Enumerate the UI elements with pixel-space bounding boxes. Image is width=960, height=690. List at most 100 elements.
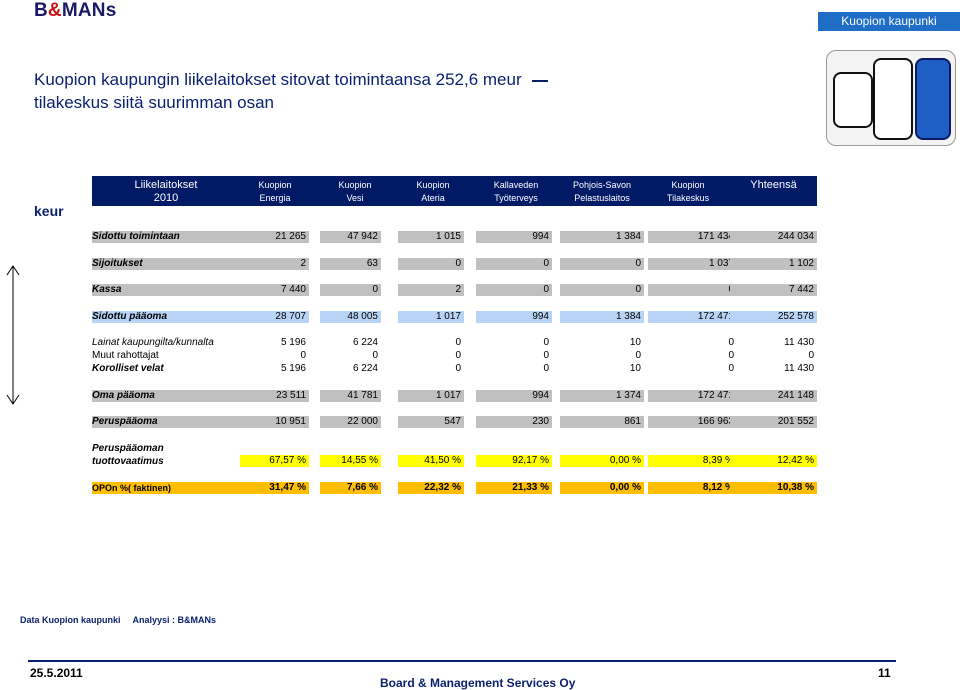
column-header-top: Kallaveden — [493, 180, 539, 190]
table-cell: 41 781 — [320, 390, 381, 402]
brand-logo: B&MANs — [34, 0, 117, 21]
row-label-line2: tuottovaatimus — [92, 456, 164, 467]
column-header: Yhteensä — [730, 176, 817, 206]
table-cell: 7 440 — [240, 284, 309, 296]
row-label: Kassa — [92, 284, 240, 296]
row-label: Oma pääoma — [92, 390, 240, 402]
table-cell: 7,66 % — [320, 482, 381, 494]
table-cell: 0 — [476, 284, 552, 296]
table-cell: 14,55 % — [320, 455, 381, 467]
table-cell: 0 — [635, 350, 641, 361]
analysis-note: Analyysi : B&MANs — [132, 615, 217, 625]
table-cell: 0 — [398, 258, 464, 270]
table-cell: 1 384 — [560, 311, 644, 323]
column-header-bottom: Työterveys — [494, 193, 538, 203]
column-header-bottom: Tilakeskus — [666, 193, 710, 203]
title-dash — [531, 79, 548, 82]
table-cell: 11 430 — [784, 363, 814, 374]
column-header-bottom: Energia — [259, 193, 291, 203]
table-cell: 2 — [398, 284, 464, 296]
table-cell: 2 — [240, 258, 309, 270]
table-cell: 28 707 — [240, 311, 309, 323]
table-cell: 861 — [560, 416, 644, 428]
table-cell: 0 — [728, 337, 734, 348]
table-cell: 171 434 — [648, 231, 737, 243]
table-cell: 7 442 — [730, 284, 817, 296]
page-title: Kuopion kaupungin liikelaitokset sitovat… — [34, 70, 548, 90]
table-cell: 47 942 — [320, 231, 381, 243]
unit-label: keur — [34, 203, 64, 219]
table-cell: 10 — [629, 363, 641, 374]
column-header: Kuopion Ateria — [398, 176, 468, 206]
table-cell: 994 — [476, 311, 552, 323]
table-cell: 0 — [728, 350, 734, 361]
table-cell: 241 148 — [730, 390, 817, 402]
table-cell: 172 471 — [648, 390, 737, 402]
table-cell: 0 — [455, 363, 461, 374]
table-cell: 8,12 % — [648, 482, 737, 494]
column-header: Kallaveden Työterveys — [476, 176, 556, 206]
table-cell: 22 000 — [320, 416, 381, 428]
table-cell: 1 017 — [398, 390, 464, 402]
column-header-top: Kuopion — [416, 180, 450, 190]
table-cell: 994 — [476, 231, 552, 243]
table-cell: 1 015 — [398, 231, 464, 243]
table-cell: 5 196 — [280, 337, 306, 348]
page-subtitle: tilakeskus siitä suurimman osan — [34, 93, 274, 112]
table-cell: 0 — [320, 284, 381, 296]
row-label-line1: Peruspääoman — [92, 443, 164, 454]
table-cell: 10,38 % — [730, 482, 817, 494]
table-cell: 1 374 — [560, 390, 644, 402]
table-cell: 6 224 — [352, 337, 378, 348]
header-city-label: Kuopion kaupunki — [818, 12, 960, 31]
table-cell: 21,33 % — [476, 482, 552, 494]
row-label: Peruspääoman tuottovaatimus — [92, 442, 240, 468]
table-cell: 0 — [560, 284, 644, 296]
card-right-icon — [915, 58, 951, 140]
table-cell: 1 037 — [648, 258, 737, 270]
footer-divider — [28, 660, 896, 662]
page-number: 11 — [878, 666, 891, 680]
footer-note: Data Kuopion kaupunki Analyysi : B&MANs — [20, 615, 228, 625]
table-cell: 201 552 — [730, 416, 817, 428]
column-header-bottom: Pelastuslaitos — [574, 193, 630, 203]
table-cell: 8,39 % — [648, 455, 737, 467]
table-cell: 0 — [372, 350, 378, 361]
row-label: Peruspääoma — [92, 416, 240, 428]
table-cell: 11 430 — [784, 337, 814, 348]
table-cell: 12,42 % — [730, 455, 817, 467]
row-label: Korolliset velat — [92, 363, 164, 374]
table-cell: 994 — [476, 390, 552, 402]
table-cell: 22,32 % — [398, 482, 464, 494]
card-left-icon — [833, 72, 873, 128]
table-cell: 63 — [320, 258, 381, 270]
column-header: Kuopion Energia — [240, 176, 310, 206]
table-cell: 0 — [808, 350, 814, 361]
column-header-top: Kuopion — [258, 180, 292, 190]
table-header — [92, 176, 817, 206]
table-cell: 0,00 % — [560, 455, 644, 467]
table-cell: 0 — [455, 350, 461, 361]
down-arrow-icon — [6, 365, 20, 405]
table-cell: 31,47 % — [240, 482, 309, 494]
table-cell: 48 005 — [320, 311, 381, 323]
card-middle-icon — [873, 58, 913, 140]
row-label: Sijoitukset — [92, 258, 240, 270]
table-cell: 0 — [728, 363, 734, 374]
column-header-top: Pohjois-Savon — [572, 180, 632, 190]
column-header-bottom: 2010 — [153, 192, 179, 204]
row-label: Sidottu toimintaan — [92, 231, 240, 243]
table-cell: 0 — [560, 258, 644, 270]
table-cell: 0 — [300, 350, 306, 361]
table-cell: 230 — [476, 416, 552, 428]
table-cell: 244 034 — [730, 231, 817, 243]
table-cell: 0 — [476, 258, 552, 270]
column-header-bottom: Vesi — [346, 193, 364, 203]
table-cell: 0 — [543, 350, 549, 361]
table-cell: 0 — [543, 363, 549, 374]
table-cell: 21 265 — [240, 231, 309, 243]
column-header-top: Yhteensä — [750, 179, 797, 191]
column-header: Kuopion Tilakeskus — [648, 176, 728, 206]
row-label: Lainat kaupungilta/kunnalta — [92, 337, 214, 348]
column-header-top: Liikelaitokset — [134, 179, 198, 191]
